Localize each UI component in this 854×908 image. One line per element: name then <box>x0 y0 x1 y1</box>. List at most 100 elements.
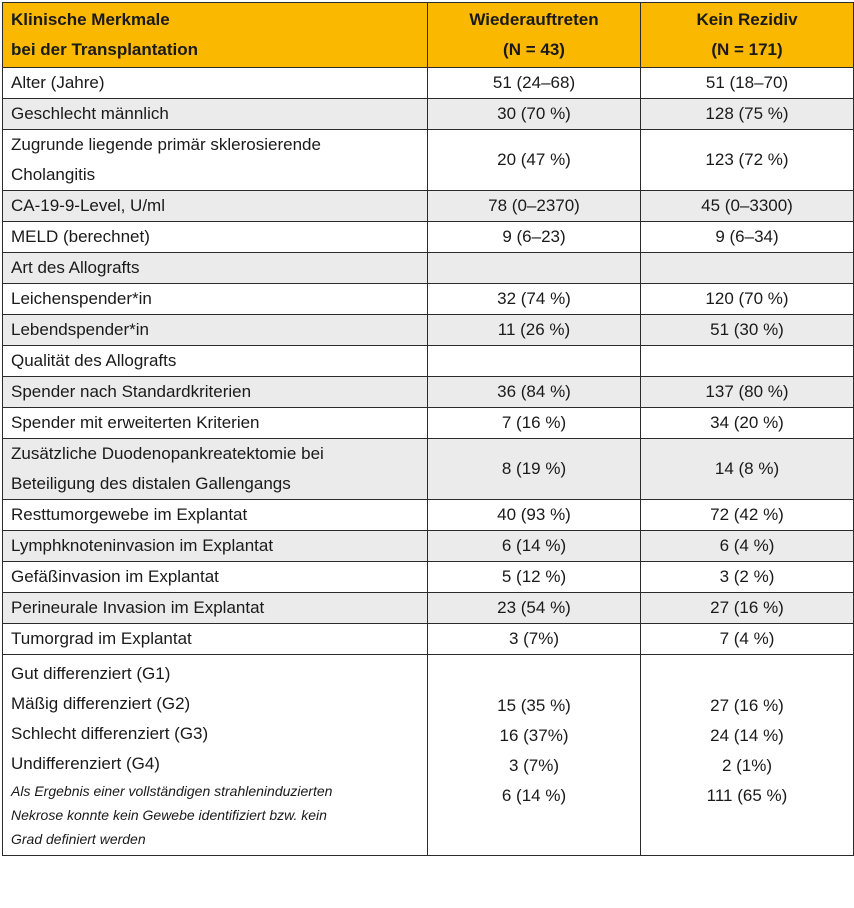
characteristics-table: Klinische Merkmale bei der Transplantati… <box>2 2 854 856</box>
row-label: Zugrunde liegende primär sklerosierende … <box>2 129 428 191</box>
grade-value: 3 (7%) <box>508 756 560 775</box>
header-label-line: bei der Transplantation <box>11 40 199 59</box>
row-label: Lebendspender*in <box>2 314 428 346</box>
grade-value: 24 (14 %) <box>710 726 784 745</box>
row-value-no-recurrence: 51 (30 %) <box>640 314 854 346</box>
row-label: Spender nach Standardkriterien <box>2 376 428 408</box>
header-no-recurrence-n: (N = 171) <box>711 40 783 59</box>
row-value-recurrence: 51 (24–68) <box>427 67 641 99</box>
table-row: Gefäßinvasion im Explantat 5 (12 %) 3 (2… <box>2 561 854 593</box>
row-value-recurrence: 9 (6–23) <box>427 221 641 253</box>
table-row: Tumorgrad im Explantat 3 (7%) 7 (4 %) <box>2 623 854 655</box>
grade-value: 27 (16 %) <box>710 696 784 715</box>
table-section-row: Qualität des Allografts <box>2 345 854 377</box>
row-value-recurrence: 78 (0–2370) <box>427 190 641 222</box>
grade-block-row: Gut differenziert (G1) Mäßig differenzie… <box>2 654 854 856</box>
row-value-recurrence: 23 (54 %) <box>427 592 641 624</box>
row-value-recurrence <box>427 252 641 284</box>
grade-value: 6 (14 %) <box>501 786 567 805</box>
row-value-recurrence: 30 (70 %) <box>427 98 641 130</box>
header-recurrence-title: Wiederauftreten <box>469 10 599 29</box>
row-value-recurrence <box>427 345 641 377</box>
table-row: Alter (Jahre) 51 (24–68) 51 (18–70) <box>2 67 854 99</box>
row-value-no-recurrence: 34 (20 %) <box>640 407 854 439</box>
table-row: Lymphknoteninvasion im Explantat 6 (14 %… <box>2 530 854 562</box>
row-value-no-recurrence: 72 (42 %) <box>640 499 854 531</box>
table-row: Spender nach Standardkriterien 36 (84 %)… <box>2 376 854 408</box>
row-value-recurrence: 20 (47 %) <box>427 129 641 191</box>
grade-footnote-line: Als Ergebnis einer vollständigen strahle… <box>11 783 333 799</box>
grade-label: Undifferenziert (G4) <box>11 754 160 773</box>
table-row: Zugrunde liegende primär sklerosierende … <box>2 129 854 191</box>
row-value-recurrence: 11 (26 %) <box>427 314 641 346</box>
header-label: Klinische Merkmale bei der Transplantati… <box>2 2 428 68</box>
table-row: CA-19-9-Level, U/ml 78 (0–2370) 45 (0–33… <box>2 190 854 222</box>
row-value-no-recurrence: 3 (2 %) <box>640 561 854 593</box>
header-label-line: Klinische Merkmale <box>11 10 170 29</box>
grade-footnote-line: Grad definiert werden <box>11 831 146 847</box>
header-recurrence-n: (N = 43) <box>503 40 565 59</box>
row-value-no-recurrence: 128 (75 %) <box>640 98 854 130</box>
row-value-recurrence: 40 (93 %) <box>427 499 641 531</box>
header-no-recurrence-title: Kein Rezidiv <box>696 10 798 29</box>
row-value-no-recurrence: 7 (4 %) <box>640 623 854 655</box>
grade-label: Gut differenziert (G1) <box>11 664 171 683</box>
row-label-line: Zusätzliche Duodenopankreatektomie bei <box>11 444 324 463</box>
row-label: Resttumorgewebe im Explantat <box>2 499 428 531</box>
grade-values-no-recurrence: 27 (16 %) 24 (14 %) 2 (1%) 111 (65 %) <box>640 654 854 856</box>
row-label: Perineurale Invasion im Explantat <box>2 592 428 624</box>
row-value-no-recurrence: 137 (80 %) <box>640 376 854 408</box>
row-value-no-recurrence: 123 (72 %) <box>640 129 854 191</box>
row-label: Alter (Jahre) <box>2 67 428 99</box>
row-label: Lymphknoteninvasion im Explantat <box>2 530 428 562</box>
row-value-no-recurrence: 14 (8 %) <box>640 438 854 500</box>
row-value-no-recurrence: 120 (70 %) <box>640 283 854 315</box>
row-value-recurrence: 36 (84 %) <box>427 376 641 408</box>
row-value-recurrence: 7 (16 %) <box>427 407 641 439</box>
grade-value: 2 (1%) <box>721 756 773 775</box>
grade-value: 111 (65 %) <box>706 786 788 805</box>
row-value-recurrence: 32 (74 %) <box>427 283 641 315</box>
header-row: Klinische Merkmale bei der Transplantati… <box>2 2 854 68</box>
row-label-line: Zugrunde liegende primär sklerosierende <box>11 135 321 154</box>
row-label: Spender mit erweiterten Kriterien <box>2 407 428 439</box>
grade-label: Mäßig differenziert (G2) <box>11 694 191 713</box>
row-label: Tumorgrad im Explantat <box>2 623 428 655</box>
table-row: Resttumorgewebe im Explantat 40 (93 %) 7… <box>2 499 854 531</box>
row-value-recurrence: 5 (12 %) <box>427 561 641 593</box>
table-row: Perineurale Invasion im Explantat 23 (54… <box>2 592 854 624</box>
grade-value: 15 (35 %) <box>497 696 571 715</box>
grade-labels: Gut differenziert (G1) Mäßig differenzie… <box>2 654 428 856</box>
section-label: Art des Allografts <box>2 252 428 284</box>
row-value-recurrence: 3 (7%) <box>427 623 641 655</box>
row-label-line: Cholangitis <box>11 165 96 184</box>
row-label: Geschlecht männlich <box>2 98 428 130</box>
row-label: MELD (berechnet) <box>2 221 428 253</box>
row-value-no-recurrence: 9 (6–34) <box>640 221 854 253</box>
table-row: Lebendspender*in 11 (26 %) 51 (30 %) <box>2 314 854 346</box>
grade-values-recurrence: 15 (35 %) 16 (37%) 3 (7%) 6 (14 %) <box>427 654 641 856</box>
table-section-row: Art des Allografts <box>2 252 854 284</box>
table-row: Spender mit erweiterten Kriterien 7 (16 … <box>2 407 854 439</box>
row-label: CA-19-9-Level, U/ml <box>2 190 428 222</box>
row-value-recurrence: 6 (14 %) <box>427 530 641 562</box>
grade-label: Schlecht differenziert (G3) <box>11 724 209 743</box>
header-recurrence: Wiederauftreten (N = 43) <box>427 2 641 68</box>
row-value-no-recurrence: 6 (4 %) <box>640 530 854 562</box>
row-label-line: Beteiligung des distalen Gallengangs <box>11 474 291 493</box>
row-value-no-recurrence <box>640 345 854 377</box>
row-value-no-recurrence <box>640 252 854 284</box>
row-value-no-recurrence: 45 (0–3300) <box>640 190 854 222</box>
row-label: Gefäßinvasion im Explantat <box>2 561 428 593</box>
grade-value: 16 (37%) <box>499 726 569 745</box>
table-row: Zusätzliche Duodenopankreatektomie bei B… <box>2 438 854 500</box>
row-label: Leichenspender*in <box>2 283 428 315</box>
table-row: Leichenspender*in 32 (74 %) 120 (70 %) <box>2 283 854 315</box>
header-no-recurrence: Kein Rezidiv (N = 171) <box>640 2 854 68</box>
row-label: Zusätzliche Duodenopankreatektomie bei B… <box>2 438 428 500</box>
row-value-no-recurrence: 27 (16 %) <box>640 592 854 624</box>
table-row: Geschlecht männlich 30 (70 %) 128 (75 %) <box>2 98 854 130</box>
grade-footnote-line: Nekrose konnte kein Gewebe identifiziert… <box>11 807 327 823</box>
row-value-no-recurrence: 51 (18–70) <box>640 67 854 99</box>
row-value-recurrence: 8 (19 %) <box>427 438 641 500</box>
